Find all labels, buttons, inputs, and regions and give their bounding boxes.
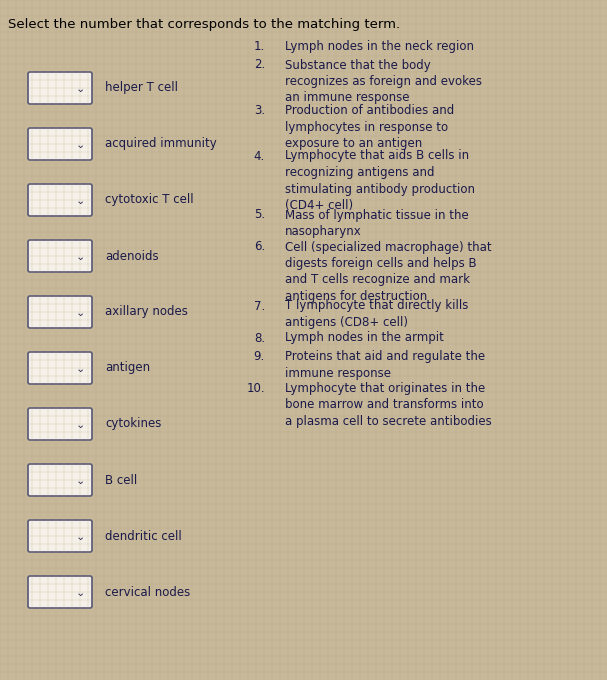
Text: ⌄: ⌄ <box>75 252 85 262</box>
Text: ⌄: ⌄ <box>75 364 85 374</box>
Text: Lymphocyte that originates in the
bone marrow and transforms into
a plasma cell : Lymphocyte that originates in the bone m… <box>285 382 492 428</box>
Text: 1.: 1. <box>254 40 265 53</box>
Text: Lymph nodes in the armpit: Lymph nodes in the armpit <box>285 332 444 345</box>
Text: Lymph nodes in the neck region: Lymph nodes in the neck region <box>285 40 474 53</box>
Text: ⌄: ⌄ <box>75 420 85 430</box>
Text: ⌄: ⌄ <box>75 532 85 542</box>
Text: ⌄: ⌄ <box>75 196 85 206</box>
Text: cytotoxic T cell: cytotoxic T cell <box>105 194 194 207</box>
FancyBboxPatch shape <box>28 576 92 608</box>
Text: cervical nodes: cervical nodes <box>105 585 190 598</box>
FancyBboxPatch shape <box>28 408 92 440</box>
FancyBboxPatch shape <box>28 184 92 216</box>
FancyBboxPatch shape <box>28 352 92 384</box>
FancyBboxPatch shape <box>28 128 92 160</box>
Text: 9.: 9. <box>254 350 265 363</box>
Text: Select the number that corresponds to the matching term.: Select the number that corresponds to th… <box>8 18 400 31</box>
Text: Lymphocyte that aids B cells in
recognizing antigens and
stimulating antibody pr: Lymphocyte that aids B cells in recogniz… <box>285 150 475 212</box>
Text: ⌄: ⌄ <box>75 588 85 598</box>
Text: acquired immunity: acquired immunity <box>105 137 217 150</box>
Text: ⌄: ⌄ <box>75 476 85 486</box>
Text: 4.: 4. <box>254 150 265 163</box>
FancyBboxPatch shape <box>28 296 92 328</box>
Text: B cell: B cell <box>105 473 137 486</box>
Text: helper T cell: helper T cell <box>105 82 178 95</box>
Text: Production of antibodies and
lymphocytes in response to
exposure to an antigen: Production of antibodies and lymphocytes… <box>285 104 454 150</box>
Text: ⌄: ⌄ <box>75 84 85 94</box>
Text: 10.: 10. <box>246 382 265 395</box>
Text: cytokines: cytokines <box>105 418 161 430</box>
Text: 8.: 8. <box>254 332 265 345</box>
FancyBboxPatch shape <box>28 240 92 272</box>
Text: adenoids: adenoids <box>105 250 158 262</box>
Text: ⌄: ⌄ <box>75 140 85 150</box>
Text: T lymphocyte that directly kills
antigens (CD8+ cell): T lymphocyte that directly kills antigen… <box>285 299 469 329</box>
Text: 5.: 5. <box>254 209 265 222</box>
Text: Cell (specialized macrophage) that
digests foreign cells and helps B
and T cells: Cell (specialized macrophage) that diges… <box>285 241 492 303</box>
FancyBboxPatch shape <box>28 72 92 104</box>
Text: dendritic cell: dendritic cell <box>105 530 181 543</box>
Text: Proteins that aid and regulate the
immune response: Proteins that aid and regulate the immun… <box>285 350 485 379</box>
Text: 7.: 7. <box>254 299 265 313</box>
Text: antigen: antigen <box>105 362 150 375</box>
Text: 6.: 6. <box>254 241 265 254</box>
Text: Mass of lymphatic tissue in the
nasopharynx: Mass of lymphatic tissue in the nasophar… <box>285 209 469 238</box>
Text: Substance that the body
recognizes as foreign and evokes
an immune response: Substance that the body recognizes as fo… <box>285 58 482 105</box>
Text: 2.: 2. <box>254 58 265 71</box>
Text: ⌄: ⌄ <box>75 308 85 318</box>
FancyBboxPatch shape <box>28 464 92 496</box>
Text: 3.: 3. <box>254 104 265 117</box>
FancyBboxPatch shape <box>28 520 92 552</box>
Text: axillary nodes: axillary nodes <box>105 305 188 318</box>
